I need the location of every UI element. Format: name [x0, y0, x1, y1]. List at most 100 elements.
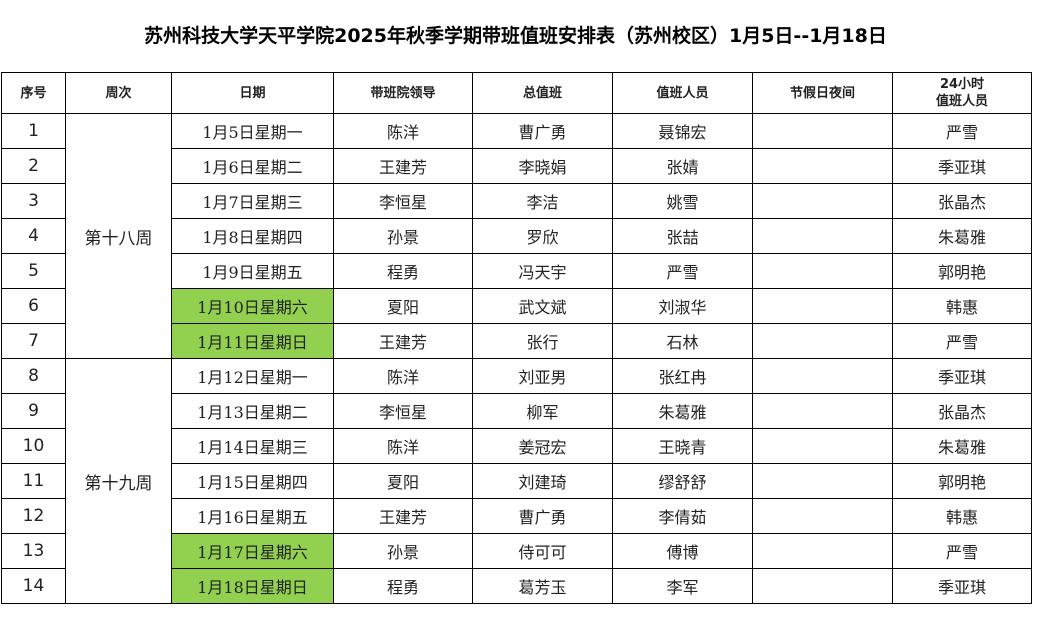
staff-cell: 张喆 [612, 218, 753, 254]
table-row: 2 1月6日星期二 王建芳 李晓娟 张婧 季亚琪 [1, 148, 1032, 184]
staff-cell: 张红冉 [612, 358, 753, 394]
leader-cell: 陈洋 [333, 113, 473, 149]
date-cell: 1月18日星期日 [171, 568, 334, 604]
table-row: 12 1月16日星期五 王建芳 曹广勇 李倩茹 韩惠 [1, 498, 1032, 534]
staff-cell: 缪舒舒 [612, 463, 753, 499]
header-leader: 带班院领导 [333, 72, 473, 114]
date-cell: 1月9日星期五 [171, 253, 334, 289]
chief-cell: 葛芳玉 [472, 568, 613, 604]
chief-cell: 李洁 [472, 183, 613, 219]
date-cell: 1月6日星期二 [171, 148, 334, 184]
header-date: 日期 [171, 72, 334, 114]
date-cell: 1月13日星期二 [171, 393, 334, 429]
duty-24h-cell: 韩惠 [892, 498, 1032, 534]
header-week: 周次 [65, 72, 172, 114]
chief-cell: 刘亚男 [472, 358, 613, 394]
holiday-night-cell [752, 323, 893, 359]
duty-24h-cell: 季亚琪 [892, 568, 1032, 604]
holiday-night-cell [752, 288, 893, 324]
date-cell: 1月8日星期四 [171, 218, 334, 254]
date-cell: 1月17日星期六 [171, 533, 334, 569]
chief-cell: 冯天宇 [472, 253, 613, 289]
row-number: 14 [1, 568, 66, 604]
chief-cell: 武文斌 [472, 288, 613, 324]
leader-cell: 程勇 [333, 253, 473, 289]
holiday-night-cell [752, 183, 893, 219]
duty-24h-cell: 严雪 [892, 323, 1032, 359]
duty-24h-cell: 朱葛雅 [892, 428, 1032, 464]
week-label: 第十九周 [65, 358, 172, 604]
table-row: 14 1月18日星期日 程勇 葛芳玉 李军 季亚琪 [1, 568, 1032, 604]
table-row: 9 1月13日星期二 李恒星 柳军 朱葛雅 张晶杰 [1, 393, 1032, 429]
duty-24h-cell: 张晶杰 [892, 393, 1032, 429]
holiday-night-cell [752, 428, 893, 464]
chief-cell: 姜冠宏 [472, 428, 613, 464]
staff-cell: 王晓青 [612, 428, 753, 464]
header-holiday-night: 节假日夜间 [752, 72, 893, 114]
header-no: 序号 [1, 72, 66, 114]
header-row: 序号 周次 日期 带班院领导 总值班 值班人员 节假日夜间 24小时 值班人员 [1, 72, 1032, 114]
row-number: 7 [1, 323, 66, 359]
leader-cell: 王建芳 [333, 148, 473, 184]
leader-cell: 王建芳 [333, 323, 473, 359]
duty-schedule-table: 序号 周次 日期 带班院领导 总值班 值班人员 节假日夜间 24小时 值班人员 1 第十八周 1月… [1, 72, 1032, 604]
row-number: 11 [1, 463, 66, 499]
row-number: 6 [1, 288, 66, 324]
staff-cell: 朱葛雅 [612, 393, 753, 429]
chief-cell: 张行 [472, 323, 613, 359]
chief-cell: 侍可可 [472, 533, 613, 569]
chief-cell: 罗欣 [472, 218, 613, 254]
header-24h-staff: 24小时 值班人员 [892, 72, 1032, 114]
holiday-night-cell [752, 253, 893, 289]
leader-cell: 孙景 [333, 218, 473, 254]
date-cell: 1月15日星期四 [171, 463, 334, 499]
leader-cell: 夏阳 [333, 288, 473, 324]
chief-cell: 柳军 [472, 393, 613, 429]
row-number: 8 [1, 358, 66, 394]
leader-cell: 李恒星 [333, 393, 473, 429]
page-title: 苏州科技大学天平学院2025年秋季学期带班值班安排表（苏州校区）1月5日--1月… [144, 25, 887, 47]
holiday-night-cell [752, 148, 893, 184]
holiday-night-cell [752, 568, 893, 604]
chief-cell: 曹广勇 [472, 498, 613, 534]
holiday-night-cell [752, 533, 893, 569]
date-cell: 1月12日星期一 [171, 358, 334, 394]
holiday-night-cell [752, 463, 893, 499]
table-row: 5 1月9日星期五 程勇 冯天宇 严雪 郭明艳 [1, 253, 1032, 289]
row-number: 12 [1, 498, 66, 534]
staff-cell: 张婧 [612, 148, 753, 184]
date-cell: 1月16日星期五 [171, 498, 334, 534]
staff-cell: 严雪 [612, 253, 753, 289]
row-number: 9 [1, 393, 66, 429]
holiday-night-cell [752, 218, 893, 254]
week-label: 第十八周 [65, 113, 172, 359]
holiday-night-cell [752, 393, 893, 429]
duty-24h-cell: 韩惠 [892, 288, 1032, 324]
date-cell: 1月7日星期三 [171, 183, 334, 219]
header-chief: 总值班 [472, 72, 613, 114]
leader-cell: 夏阳 [333, 463, 473, 499]
leader-cell: 王建芳 [333, 498, 473, 534]
staff-cell: 刘淑华 [612, 288, 753, 324]
duty-24h-cell: 张晶杰 [892, 183, 1032, 219]
staff-cell: 李军 [612, 568, 753, 604]
table-row: 8 第十九周 1月12日星期一 陈洋 刘亚男 张红冉 季亚琪 [1, 358, 1032, 604]
date-cell: 1月11日星期日 [171, 323, 334, 359]
table-row: 11 1月15日星期四 夏阳 刘建琦 缪舒舒 郭明艳 [1, 463, 1032, 499]
staff-cell: 傅博 [612, 533, 753, 569]
leader-cell: 孙景 [333, 533, 473, 569]
row-number: 4 [1, 218, 66, 254]
leader-cell: 陈洋 [333, 428, 473, 464]
table-row: 6 1月10日星期六 夏阳 武文斌 刘淑华 韩惠 [1, 288, 1032, 324]
row-number: 10 [1, 428, 66, 464]
chief-cell: 刘建琦 [472, 463, 613, 499]
row-number: 2 [1, 148, 66, 184]
leader-cell: 陈洋 [333, 358, 473, 394]
leader-cell: 程勇 [333, 568, 473, 604]
staff-cell: 李倩茹 [612, 498, 753, 534]
row-number: 3 [1, 183, 66, 219]
leader-cell: 李恒星 [333, 183, 473, 219]
chief-cell: 李晓娟 [472, 148, 613, 184]
row-number: 13 [1, 533, 66, 569]
date-cell: 1月5日星期一 [171, 113, 334, 149]
